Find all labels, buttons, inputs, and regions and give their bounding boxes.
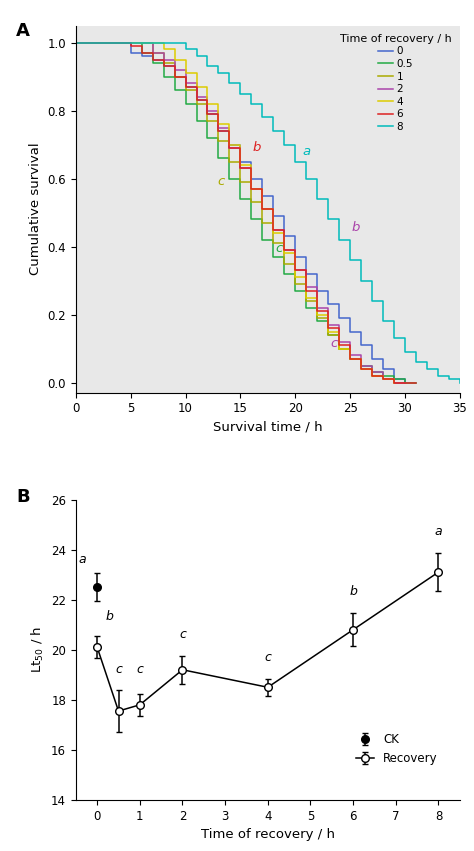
Text: b: b [349,585,357,598]
Text: c: c [217,175,224,188]
Text: a: a [78,553,86,566]
Text: A: A [16,22,30,40]
X-axis label: Survival time / h: Survival time / h [213,421,323,434]
Legend: CK, Recovery: CK, Recovery [351,728,442,770]
Text: c: c [115,663,122,676]
Text: b: b [105,610,113,624]
Text: b: b [253,141,261,154]
Text: c: c [179,628,186,641]
Legend: 0, 0.5, 1, 2, 4, 6, 8: 0, 0.5, 1, 2, 4, 6, 8 [337,31,455,135]
Y-axis label: Lt$_{50}$ / h: Lt$_{50}$ / h [29,626,46,673]
Text: c: c [275,242,283,254]
Text: a: a [435,525,442,539]
Y-axis label: Cumulative survival: Cumulative survival [29,143,42,276]
X-axis label: Time of recovery / h: Time of recovery / h [201,828,335,842]
Text: c: c [137,663,143,676]
Text: B: B [16,488,30,505]
Text: c: c [330,337,337,350]
Text: c: c [264,650,271,664]
Text: b: b [351,221,360,234]
Text: a: a [302,145,310,157]
